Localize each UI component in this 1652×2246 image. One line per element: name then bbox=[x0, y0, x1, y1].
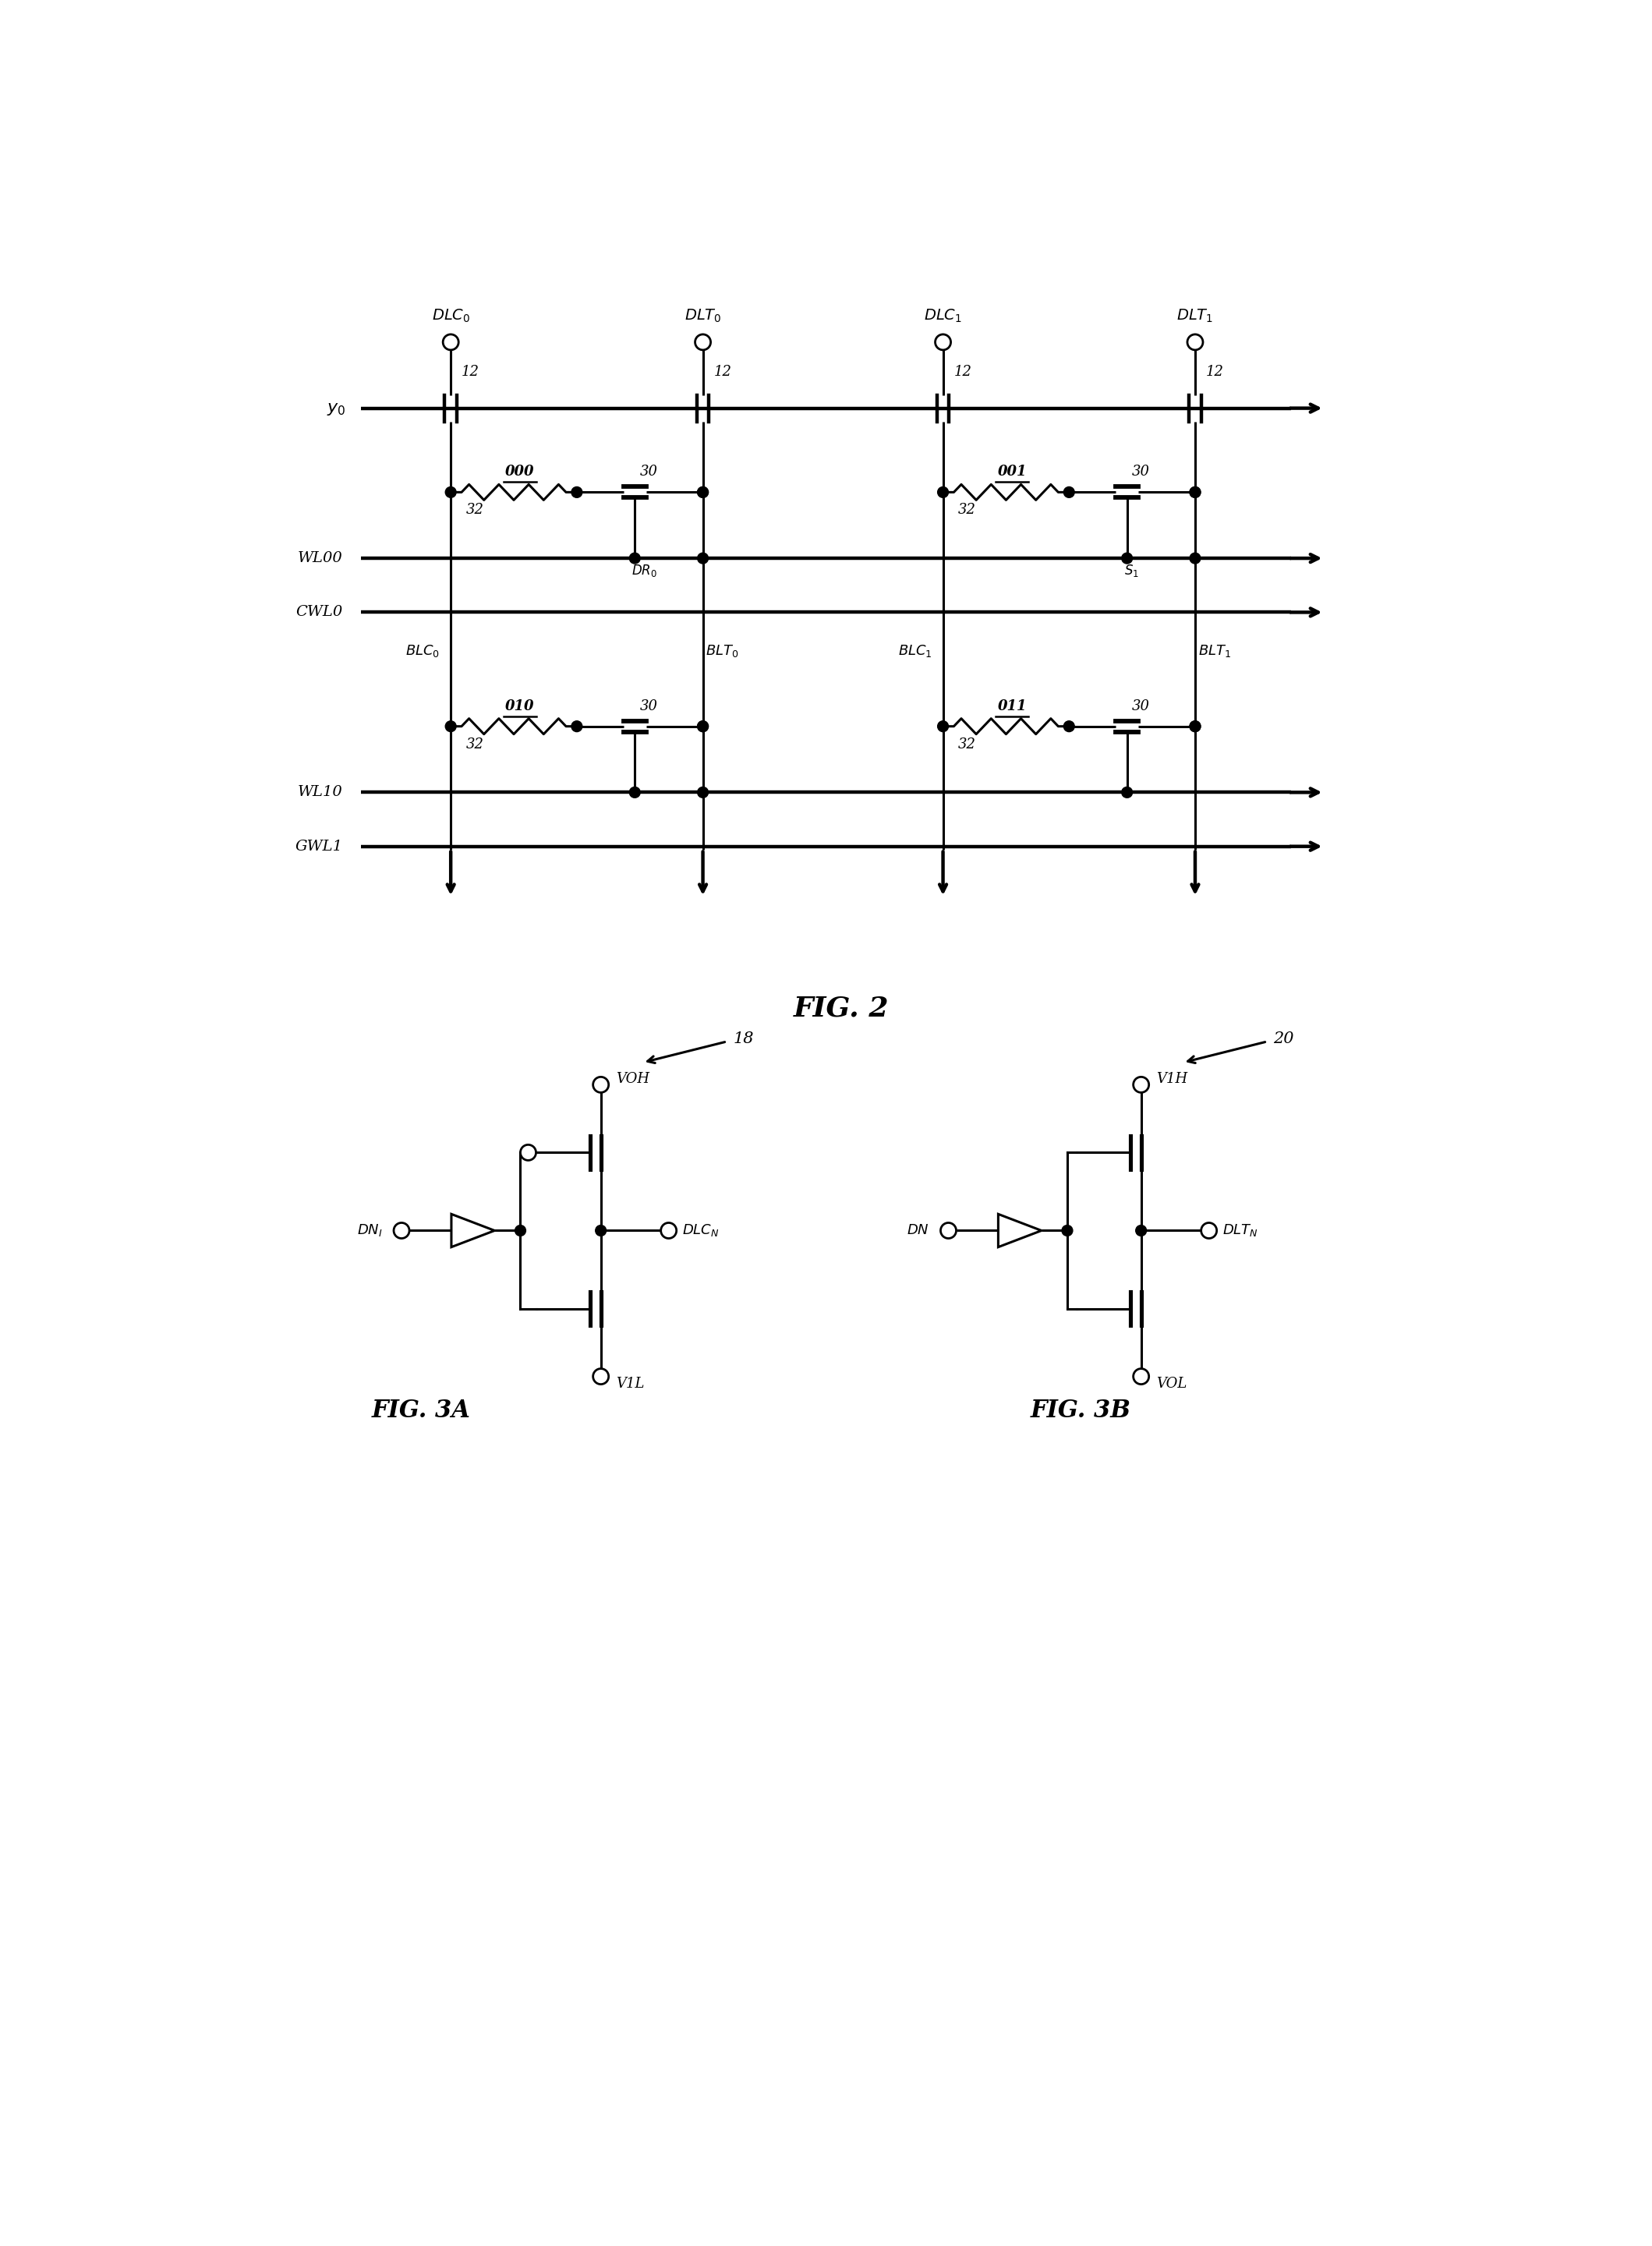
Circle shape bbox=[1189, 721, 1201, 732]
Circle shape bbox=[940, 1222, 957, 1238]
Circle shape bbox=[1201, 1222, 1218, 1238]
Text: $BLC_0$: $BLC_0$ bbox=[405, 645, 439, 658]
Circle shape bbox=[1189, 487, 1201, 499]
Circle shape bbox=[1188, 335, 1203, 350]
Circle shape bbox=[1189, 487, 1201, 499]
Circle shape bbox=[1064, 487, 1074, 499]
Text: $DLT_N$: $DLT_N$ bbox=[1222, 1222, 1257, 1238]
Circle shape bbox=[593, 1368, 608, 1384]
Circle shape bbox=[595, 1224, 606, 1235]
Text: 32: 32 bbox=[958, 503, 976, 517]
Circle shape bbox=[697, 721, 709, 732]
Text: $BLT_1$: $BLT_1$ bbox=[1198, 645, 1231, 658]
Circle shape bbox=[661, 1222, 676, 1238]
Circle shape bbox=[520, 1145, 535, 1161]
Text: $DLC_1$: $DLC_1$ bbox=[923, 308, 961, 323]
Circle shape bbox=[1189, 553, 1201, 564]
Text: 000: 000 bbox=[506, 465, 534, 478]
Text: 12: 12 bbox=[1206, 366, 1224, 380]
Circle shape bbox=[1064, 721, 1074, 732]
Text: 30: 30 bbox=[639, 699, 657, 714]
Circle shape bbox=[697, 487, 709, 499]
Circle shape bbox=[1122, 786, 1133, 797]
Circle shape bbox=[443, 335, 459, 350]
Circle shape bbox=[629, 553, 641, 564]
Circle shape bbox=[697, 487, 709, 499]
Circle shape bbox=[695, 335, 710, 350]
Text: 20: 20 bbox=[1274, 1031, 1294, 1047]
Text: V1L: V1L bbox=[616, 1377, 644, 1390]
Text: VOH: VOH bbox=[616, 1071, 649, 1087]
Circle shape bbox=[938, 487, 948, 499]
Circle shape bbox=[1135, 1224, 1146, 1235]
Text: $DN_I$: $DN_I$ bbox=[357, 1222, 382, 1238]
Text: 32: 32 bbox=[466, 503, 484, 517]
Circle shape bbox=[1189, 721, 1201, 732]
Circle shape bbox=[393, 1222, 410, 1238]
Circle shape bbox=[572, 487, 582, 499]
Circle shape bbox=[697, 786, 709, 797]
Text: CWL0: CWL0 bbox=[296, 604, 342, 620]
Text: 12: 12 bbox=[461, 366, 479, 380]
Text: V1H: V1H bbox=[1156, 1071, 1188, 1087]
Text: 011: 011 bbox=[998, 699, 1026, 714]
Text: WL00: WL00 bbox=[297, 550, 342, 566]
Text: 30: 30 bbox=[1132, 699, 1150, 714]
Circle shape bbox=[515, 1224, 525, 1235]
Text: 18: 18 bbox=[733, 1031, 753, 1047]
Text: 001: 001 bbox=[998, 465, 1026, 478]
Circle shape bbox=[1122, 553, 1133, 564]
Circle shape bbox=[1062, 1224, 1072, 1235]
Circle shape bbox=[572, 721, 582, 732]
Text: 32: 32 bbox=[466, 737, 484, 750]
Circle shape bbox=[938, 721, 948, 732]
Text: WL10: WL10 bbox=[297, 786, 342, 800]
Text: VOL: VOL bbox=[1156, 1377, 1186, 1390]
Text: $DLT_1$: $DLT_1$ bbox=[1176, 308, 1214, 323]
Text: $BLT_0$: $BLT_0$ bbox=[705, 645, 738, 658]
Text: GWL1: GWL1 bbox=[296, 840, 342, 853]
Text: 12: 12 bbox=[953, 366, 971, 380]
Circle shape bbox=[1133, 1368, 1148, 1384]
Text: $DLC_N$: $DLC_N$ bbox=[682, 1222, 719, 1238]
Text: 010: 010 bbox=[506, 699, 534, 714]
Circle shape bbox=[697, 553, 709, 564]
Text: 32: 32 bbox=[958, 737, 976, 750]
Circle shape bbox=[1133, 1076, 1148, 1092]
Text: $S_1$: $S_1$ bbox=[1123, 564, 1138, 579]
Circle shape bbox=[697, 721, 709, 732]
Text: 30: 30 bbox=[639, 465, 657, 478]
Text: 30: 30 bbox=[1132, 465, 1150, 478]
Text: $BLC_1$: $BLC_1$ bbox=[899, 645, 932, 658]
Text: $DLC_0$: $DLC_0$ bbox=[431, 308, 469, 323]
Circle shape bbox=[446, 721, 456, 732]
Circle shape bbox=[446, 487, 456, 499]
Text: 12: 12 bbox=[714, 366, 732, 380]
Text: $DLT_0$: $DLT_0$ bbox=[684, 308, 722, 323]
Circle shape bbox=[935, 335, 952, 350]
Text: FIG. 3B: FIG. 3B bbox=[1031, 1399, 1132, 1422]
Circle shape bbox=[593, 1076, 608, 1092]
Text: $DN$: $DN$ bbox=[907, 1224, 928, 1238]
Text: $DR_0$: $DR_0$ bbox=[631, 564, 657, 579]
Circle shape bbox=[629, 786, 641, 797]
Text: FIG. 3A: FIG. 3A bbox=[372, 1399, 471, 1422]
Text: $y_0$: $y_0$ bbox=[327, 400, 345, 418]
Text: FIG. 2: FIG. 2 bbox=[793, 995, 889, 1022]
